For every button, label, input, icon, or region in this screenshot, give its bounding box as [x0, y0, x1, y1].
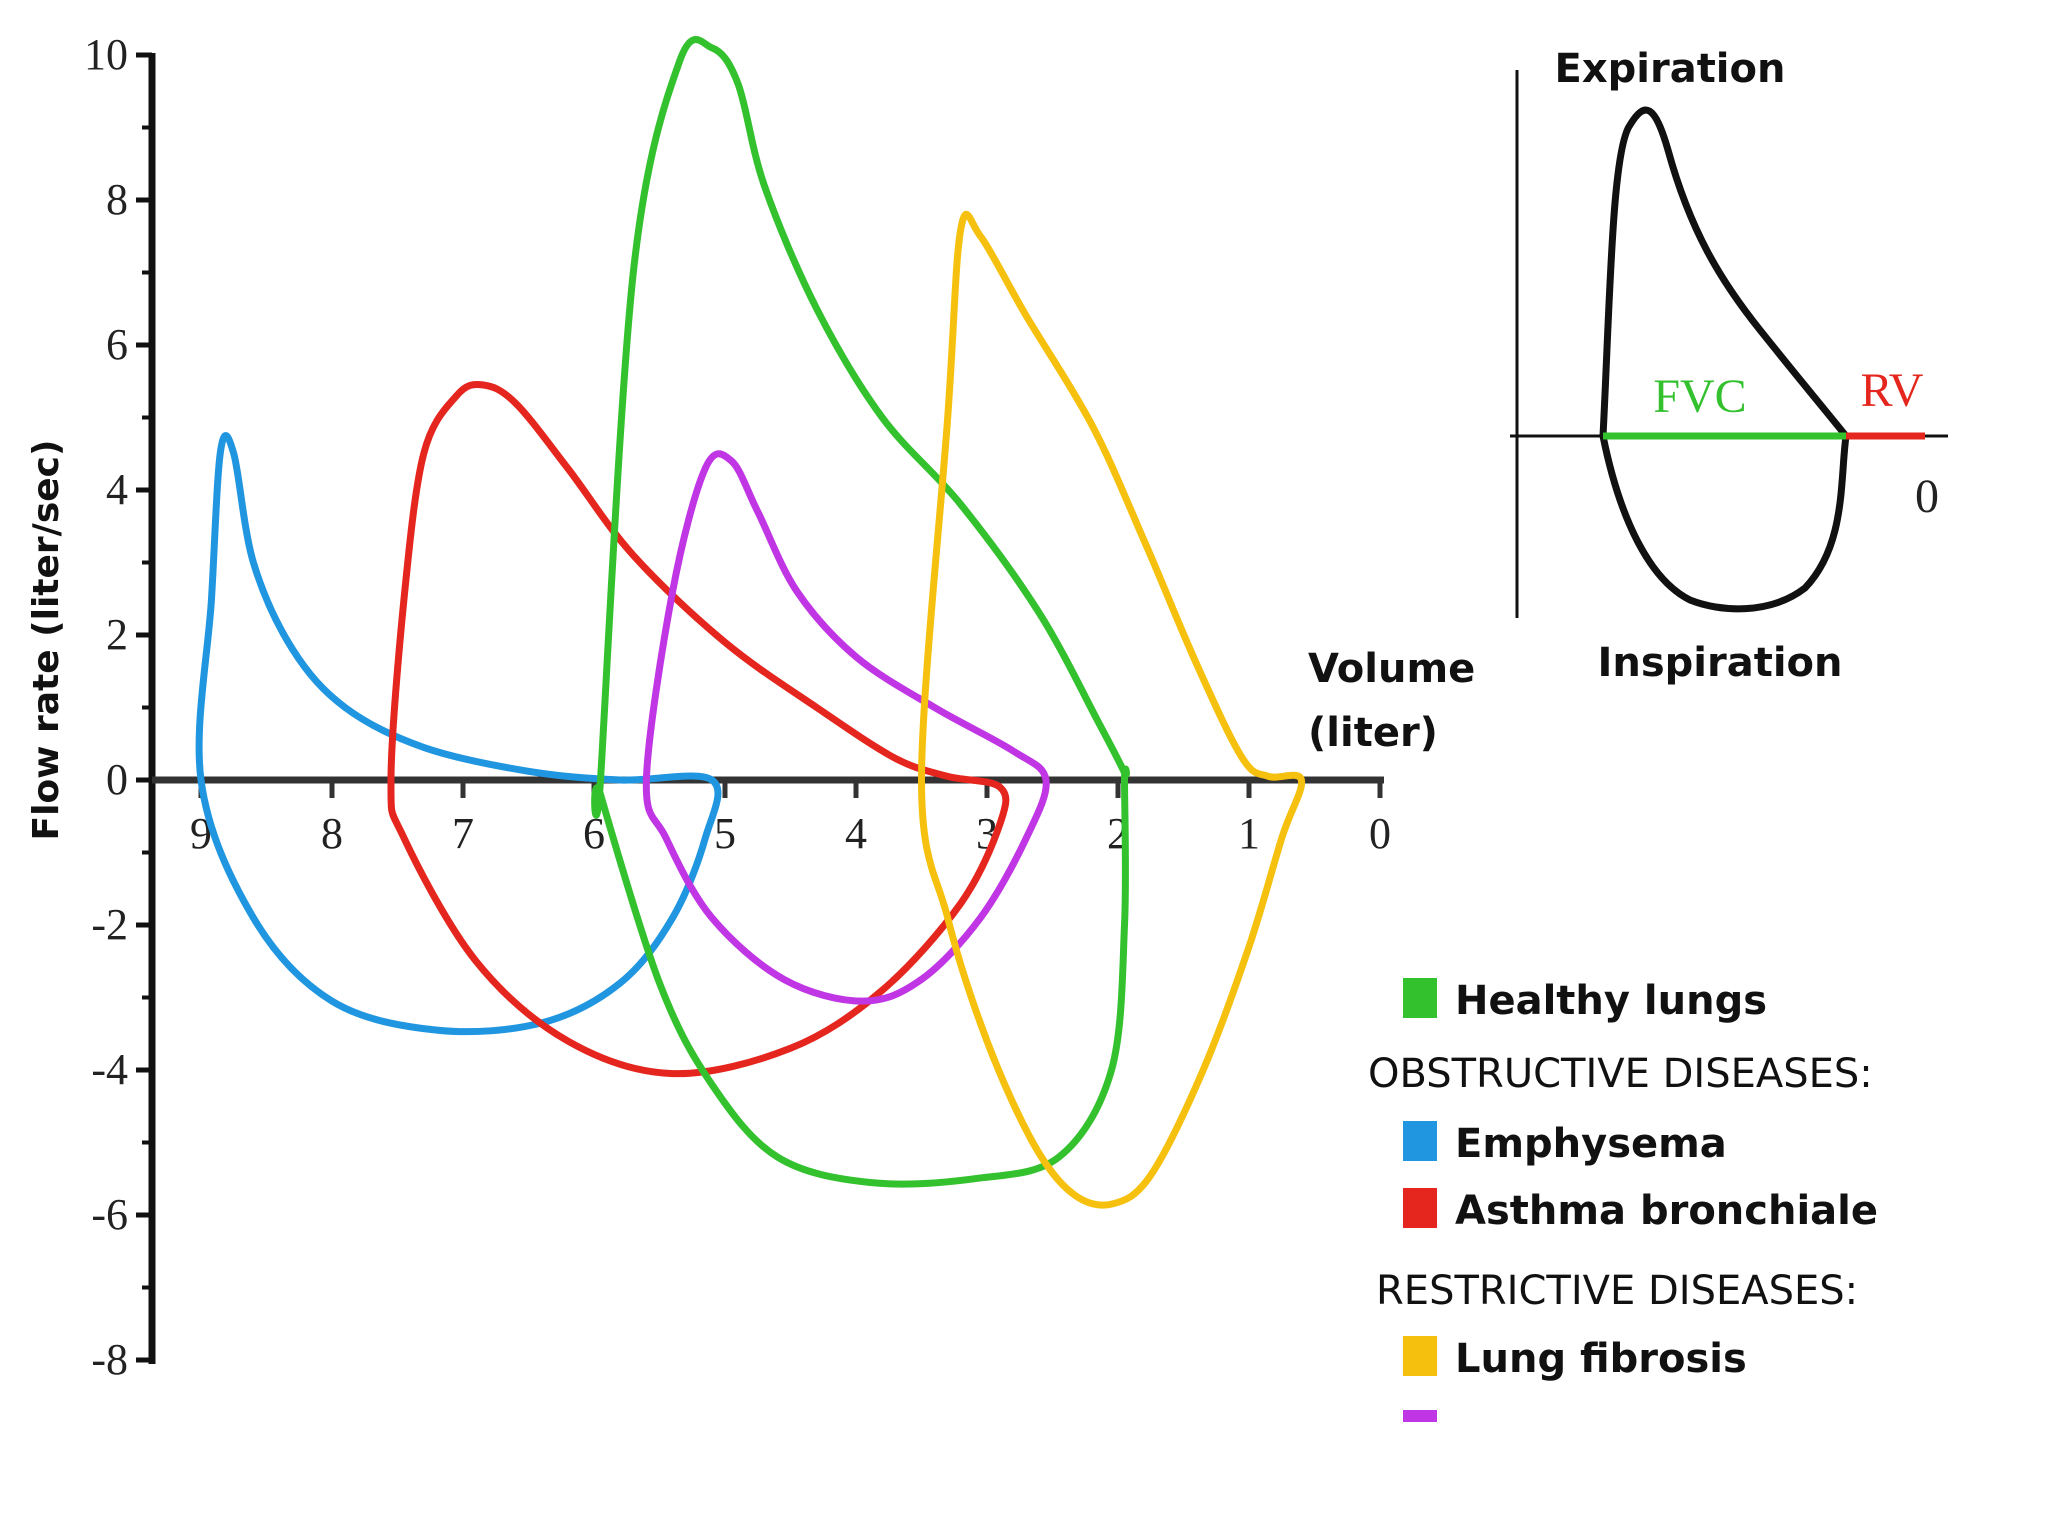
legend-swatch — [1403, 1336, 1437, 1376]
chart-legend: Healthy lungs OBSTRUCTIVE DISEASES: Emphys… — [1368, 978, 1878, 1422]
x-tick-label: 0 — [1369, 809, 1391, 858]
legend-heading: RESTRICTIVE DISEASES: — [1376, 1268, 1858, 1314]
rv-label: RV — [1861, 364, 1924, 417]
x-tick-label: 4 — [845, 809, 867, 858]
y-tick-label: 2 — [106, 610, 128, 659]
inset-top-label: Expiration — [1555, 46, 1786, 92]
y-tick-label: -6 — [91, 1190, 128, 1239]
inset-diagram: Expiration Inspiration FVC RV 0 — [1510, 46, 1948, 686]
y-tick-label: 8 — [106, 175, 128, 224]
fvc-label: FVC — [1653, 370, 1746, 423]
y-tick-label: -4 — [91, 1045, 128, 1094]
y-tick-label: 0 — [106, 755, 128, 804]
series-line-healthy-lungs — [591, 36, 1130, 1188]
y-tick-label: -8 — [91, 1335, 128, 1384]
legend-swatch — [1403, 978, 1437, 1018]
y-tick-label: 4 — [106, 465, 128, 514]
legend-swatch-cropped — [1403, 1410, 1437, 1422]
chart-series — [195, 36, 1306, 1209]
y-tick-label: 10 — [84, 30, 128, 79]
y-axis-title: Flow rate (liter/sec) — [26, 440, 67, 841]
x-tick-label: 8 — [321, 809, 343, 858]
legend-swatch — [1403, 1121, 1437, 1161]
inset-zero-label: 0 — [1915, 470, 1939, 523]
legend-label: Lung fibrosis — [1455, 1336, 1747, 1382]
inset-bottom-label: Inspiration — [1597, 640, 1842, 686]
legend-swatch — [1403, 1188, 1437, 1228]
y-tick-label: -2 — [91, 900, 128, 949]
series-line-pleural-diseases — [642, 450, 1050, 1005]
legend-label: Healthy lungs — [1455, 978, 1767, 1024]
x-axis-title: Volume — [1308, 646, 1475, 692]
legend-label: Asthma bronchiale — [1455, 1188, 1878, 1234]
inset-loop — [1599, 106, 1850, 613]
y-tick-label: 6 — [106, 320, 128, 369]
series-line-lung-fibrosis — [918, 210, 1306, 1209]
x-tick-label: 6 — [583, 809, 605, 858]
x-tick-label: 1 — [1238, 809, 1260, 858]
x-axis-unit: (liter) — [1308, 710, 1438, 756]
legend-heading: OBSTRUCTIVE DISEASES: — [1368, 1051, 1873, 1097]
series-line-emphysema — [195, 432, 722, 1036]
x-tick-label: 5 — [714, 809, 736, 858]
legend-label: Emphysema — [1455, 1121, 1727, 1167]
x-tick-label: 7 — [452, 809, 474, 858]
